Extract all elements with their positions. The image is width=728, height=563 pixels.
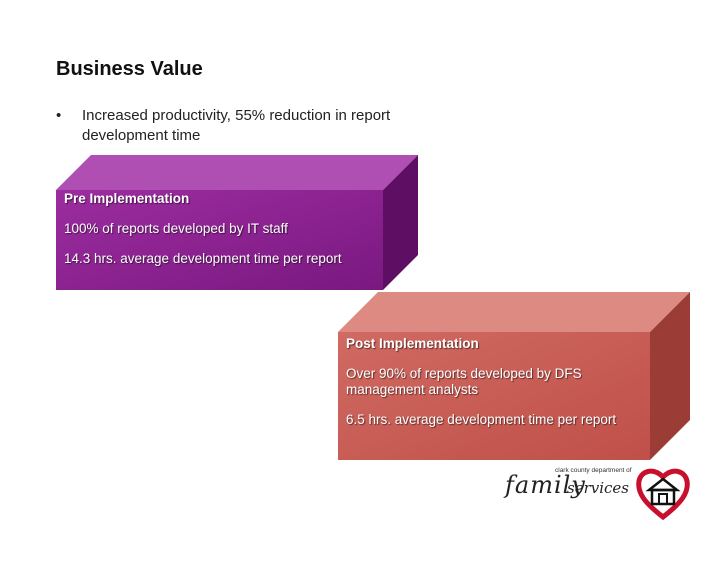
bullet-marker: • bbox=[56, 107, 62, 124]
family-services-logo: clark county department of family servic… bbox=[505, 465, 690, 521]
heart-house-icon bbox=[636, 468, 690, 521]
pre-box-side bbox=[383, 155, 418, 290]
post-line-2: 6.5 hrs. average development time per re… bbox=[346, 412, 617, 427]
slide-title: Business Value bbox=[56, 58, 203, 80]
logo-word-family: family bbox=[505, 471, 586, 499]
post-box-text: Post Implementation Over 90% of reports … bbox=[346, 336, 646, 442]
pre-box-shape bbox=[56, 155, 418, 290]
post-box-side bbox=[650, 292, 690, 460]
logo-word-services: services bbox=[567, 479, 629, 497]
bullet-text: Increased productivity, 55% reduction in… bbox=[82, 107, 391, 144]
post-implementation-box: Post Implementation Over 90% of reports … bbox=[338, 292, 690, 460]
post-box-top bbox=[338, 292, 690, 332]
pre-box-top bbox=[56, 155, 418, 190]
post-box-shape bbox=[338, 292, 690, 460]
post-line-1: Over 90% of reports developed by DFS man… bbox=[346, 366, 582, 397]
pre-line-2: 14.3 hrs. average development time per r… bbox=[64, 251, 342, 266]
post-box-front bbox=[338, 332, 650, 460]
logo-small-text: clark county department of bbox=[555, 467, 632, 474]
pre-implementation-box: Pre Implementation 100% of reports devel… bbox=[56, 155, 418, 290]
post-heading: Post Implementation bbox=[346, 336, 479, 351]
pre-line-1: 100% of reports developed by IT staff bbox=[64, 221, 288, 236]
pre-box-text: Pre Implementation 100% of reports devel… bbox=[64, 191, 374, 281]
pre-box-front bbox=[56, 190, 383, 290]
bullet-point: • Increased productivity, 55% reduction … bbox=[56, 106, 392, 146]
pre-heading: Pre Implementation bbox=[64, 191, 190, 206]
